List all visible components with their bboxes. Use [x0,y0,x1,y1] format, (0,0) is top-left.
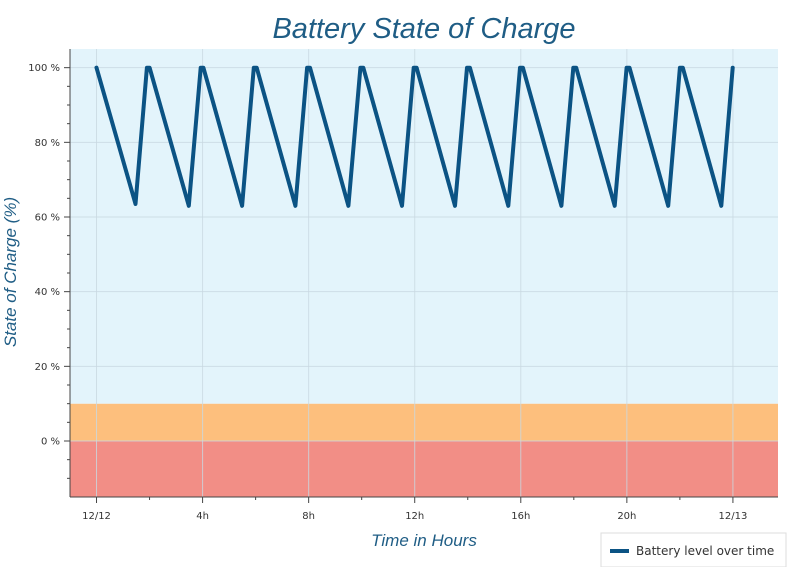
x-tick-label: 16h [511,511,530,522]
series-group [94,65,735,208]
y-tick-label: 20 % [35,362,60,373]
band-critical [70,441,778,497]
x-tick-label: 12h [405,511,424,522]
y-tick-label: 60 % [35,213,60,224]
x-tick-label: 12/13 [719,511,748,522]
threshold-bands [70,49,778,497]
band-normal [70,49,778,404]
x-tick-label: 12/12 [82,511,111,522]
band-low [70,403,778,441]
x-axis-label: Time in Hours [371,531,477,550]
y-axis-label: State of Charge (%) [1,197,20,347]
chart-title: Battery State of Charge [272,13,575,45]
grid-lines [70,49,778,497]
x-tick-label: 20h [617,511,636,522]
legend-label: Battery level over time [636,544,774,558]
y-tick-label: 0 % [41,437,60,448]
series-line-battery-level [94,65,735,208]
legend-box [600,532,787,567]
x-tick-label: 8h [302,511,315,522]
legend: Battery level over time [600,532,787,567]
axes: 0 % 20 % 40 % 60 % 80 % 100 % 12/12 4h 8h 12h 16h 2… [28,49,778,522]
y-tick-label: 40 % [35,287,60,298]
y-tick-label: 80 % [35,138,60,149]
y-tick-label: 100 % [28,63,60,74]
x-tick-label: 4h [196,511,209,522]
